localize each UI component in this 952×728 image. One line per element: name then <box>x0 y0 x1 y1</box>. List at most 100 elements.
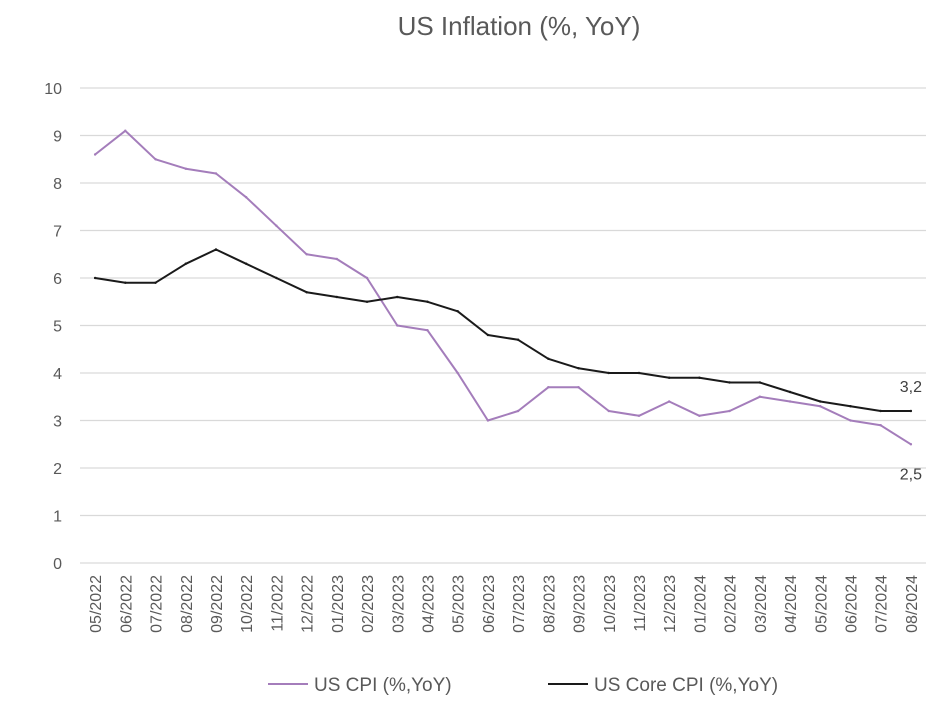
data-point <box>577 367 580 370</box>
x-tick-label: 08/2024 <box>904 575 921 633</box>
x-tick-label: 08/2022 <box>179 575 196 633</box>
data-point <box>516 338 520 341</box>
legend-label: US CPI (%,YoY) <box>314 675 452 696</box>
data-point <box>909 409 913 413</box>
data-point <box>154 281 157 284</box>
x-tick-label: 02/2023 <box>360 575 377 633</box>
series-lines <box>93 129 913 446</box>
data-point <box>879 424 882 427</box>
y-tick-label: 10 <box>44 81 62 98</box>
data-point <box>728 381 731 384</box>
data-point <box>214 248 218 251</box>
data-point <box>93 153 97 156</box>
data-point <box>637 371 641 375</box>
data-point <box>426 329 429 332</box>
data-point <box>486 419 490 422</box>
x-tick-label: 11/2022 <box>269 575 286 632</box>
x-tick-label: 06/2024 <box>843 575 860 633</box>
x-tick-label: 01/2024 <box>692 575 709 633</box>
x-tick-label: 04/2023 <box>420 575 437 633</box>
x-tick-label: 11/2023 <box>632 575 649 632</box>
data-point <box>426 300 429 303</box>
data-point <box>396 324 399 327</box>
data-point <box>788 400 792 403</box>
data-point <box>93 276 97 280</box>
data-point <box>698 414 701 417</box>
x-tick-label: 07/2023 <box>511 575 528 633</box>
y-axis-tick-labels: 0 1 2 3 4 5 6 7 8 9 10 <box>44 81 62 573</box>
x-axis-tick-labels: 05/2022 06/2022 07/2022 08/2022 09/2022 10/20… <box>88 575 921 633</box>
data-point <box>607 371 610 375</box>
x-tick-label: 05/2024 <box>813 575 830 633</box>
data-point <box>154 158 157 161</box>
data-point <box>547 386 550 389</box>
data-point <box>456 371 459 375</box>
x-tick-label: 10/2023 <box>602 575 619 633</box>
x-tick-label: 12/2023 <box>662 575 679 633</box>
data-point <box>819 405 822 408</box>
x-tick-label: 05/2022 <box>88 575 105 633</box>
data-point <box>244 262 248 265</box>
data-point <box>667 376 671 379</box>
x-tick-label: 12/2022 <box>300 575 317 633</box>
y-tick-label: 4 <box>53 366 62 383</box>
data-point <box>214 172 218 175</box>
data-point <box>335 257 339 261</box>
end-value-label: 3,2 <box>900 379 922 396</box>
x-tick-label: 02/2024 <box>723 575 740 633</box>
end-value-labels: 2,5 3,2 <box>900 379 922 483</box>
data-point <box>849 405 852 408</box>
x-tick-label: 05/2023 <box>451 575 468 633</box>
legend-label: US Core CPI (%,YoY) <box>594 675 778 696</box>
data-point <box>849 419 852 422</box>
data-point <box>244 196 248 199</box>
series-line-us-core-cpi <box>94 248 912 412</box>
end-value-label: 2,5 <box>900 466 922 483</box>
data-point <box>516 409 520 413</box>
data-point <box>819 400 822 403</box>
x-tick-label: 06/2023 <box>481 575 498 633</box>
x-tick-label: 03/2024 <box>753 575 770 633</box>
y-tick-label: 0 <box>53 556 62 573</box>
data-point <box>788 390 792 394</box>
y-tick-label: 7 <box>53 224 62 241</box>
y-tick-label: 5 <box>53 319 62 336</box>
data-point <box>184 262 187 265</box>
x-tick-label: 10/2022 <box>239 575 256 633</box>
data-point <box>607 409 610 413</box>
x-tick-label: 08/2023 <box>541 575 558 633</box>
data-point <box>365 276 369 280</box>
legend: US CPI (%,YoY) US Core CPI (%,YoY) <box>268 675 778 696</box>
data-point <box>758 395 762 398</box>
y-tick-label: 2 <box>53 461 62 478</box>
data-point <box>879 409 882 413</box>
y-tick-label: 1 <box>53 509 62 526</box>
data-point <box>456 310 459 313</box>
data-point <box>305 253 308 256</box>
data-point <box>124 281 127 284</box>
data-point <box>124 129 127 132</box>
data-point <box>275 276 278 280</box>
x-tick-label: 01/2023 <box>330 575 347 633</box>
data-point <box>275 224 278 227</box>
y-tick-label: 6 <box>53 271 62 288</box>
data-point <box>698 376 701 379</box>
data-point <box>577 386 580 389</box>
data-point <box>758 381 762 384</box>
x-tick-label: 06/2022 <box>118 575 135 633</box>
chart-title: US Inflation (%, YoY) <box>398 11 641 41</box>
data-point <box>728 409 731 413</box>
y-tick-label: 9 <box>53 129 62 146</box>
data-point <box>547 357 550 360</box>
data-point <box>365 300 369 303</box>
data-point <box>335 295 339 299</box>
data-point <box>667 400 671 403</box>
x-tick-label: 03/2023 <box>390 575 407 633</box>
x-tick-label: 07/2022 <box>149 575 166 633</box>
data-point <box>637 414 641 417</box>
gridlines <box>80 87 926 564</box>
series-line-us-cpi <box>94 129 912 446</box>
data-point <box>909 443 913 446</box>
x-tick-label: 04/2024 <box>783 575 800 633</box>
x-tick-label: 09/2023 <box>572 575 589 633</box>
